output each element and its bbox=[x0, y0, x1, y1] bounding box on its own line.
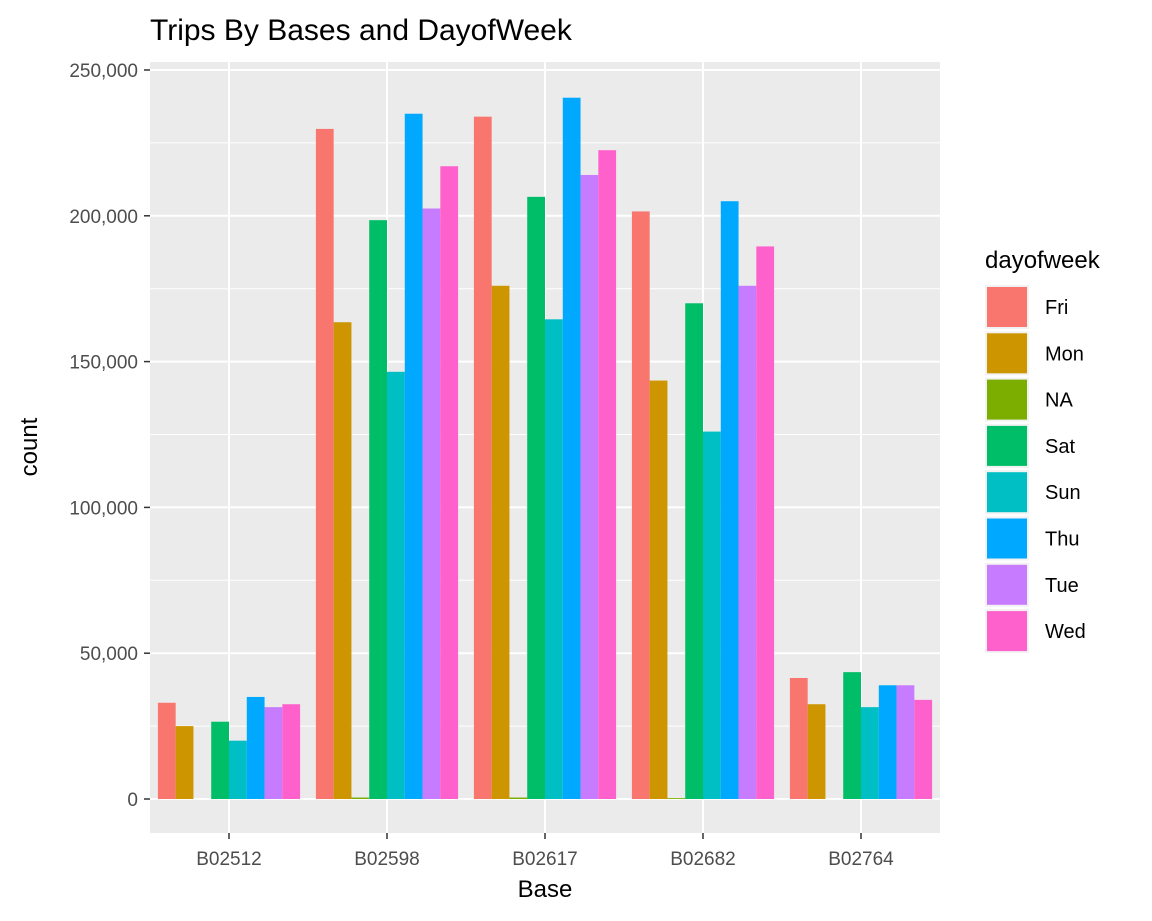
bar-thu-b02764 bbox=[878, 685, 897, 799]
x-tick-label: B02682 bbox=[670, 849, 736, 870]
bar-mon-b02764 bbox=[807, 704, 826, 799]
x-tick-label: B02512 bbox=[196, 849, 262, 870]
legend-label-thu: Thu bbox=[1045, 529, 1079, 551]
legend-key-fri bbox=[987, 287, 1027, 327]
x-tick-label: B02764 bbox=[828, 849, 894, 870]
bar-mon-b02512 bbox=[175, 726, 194, 799]
bar-thu-b02682 bbox=[720, 201, 739, 800]
bar-thu-b02598 bbox=[404, 113, 423, 800]
bar-fri-b02617 bbox=[473, 116, 492, 799]
y-tick-label: 50,000 bbox=[80, 644, 138, 665]
legend-key-thu bbox=[987, 518, 1027, 559]
bar-wed-b02512 bbox=[282, 704, 301, 799]
legend-key-sat bbox=[987, 425, 1027, 466]
legend-title: dayofweek bbox=[985, 247, 1101, 274]
bar-wed-b02598 bbox=[440, 166, 459, 799]
bar-sun-b02764 bbox=[861, 707, 879, 799]
bar-na-b02617 bbox=[509, 797, 528, 799]
bar-na-b02598 bbox=[351, 797, 370, 799]
bar-sat-b02598 bbox=[369, 220, 387, 799]
legend-label-na: NA bbox=[1045, 390, 1073, 412]
legend-key-na bbox=[987, 379, 1027, 420]
bar-na-b02682 bbox=[667, 798, 686, 799]
bar-tue-b02598 bbox=[422, 208, 441, 799]
bar-sun-b02682 bbox=[703, 431, 721, 799]
legend-label-wed: Wed bbox=[1045, 621, 1086, 643]
y-tick-label: 250,000 bbox=[69, 61, 138, 82]
y-tick-label: 200,000 bbox=[69, 207, 138, 228]
bar-mon-b02617 bbox=[491, 285, 510, 799]
bar-sat-b02617 bbox=[527, 196, 545, 799]
bar-fri-b02598 bbox=[315, 128, 334, 799]
legend-key-sun bbox=[987, 472, 1027, 513]
legend-label-sat: Sat bbox=[1045, 436, 1075, 458]
legend: dayofweek Fri Mon NA Sat Sun Thu Tue Wed bbox=[985, 247, 1101, 654]
legend-key-mon bbox=[987, 333, 1027, 374]
bar-wed-b02617 bbox=[598, 150, 617, 799]
legend-label-tue: Tue bbox=[1045, 575, 1079, 597]
x-axis-title: Base bbox=[518, 876, 573, 903]
y-tick-label: 100,000 bbox=[69, 498, 138, 519]
bar-fri-b02512 bbox=[157, 702, 176, 799]
bar-tue-b02764 bbox=[896, 685, 915, 799]
chart-title: Trips By Bases and DayofWeek bbox=[150, 14, 573, 47]
bar-sun-b02617 bbox=[545, 319, 563, 799]
x-tick-label: B02617 bbox=[512, 849, 578, 870]
bar-sat-b02512 bbox=[211, 721, 229, 799]
y-axis: 0 50,000 100,000 150,000 200,000 250,000 bbox=[69, 61, 150, 811]
bar-sat-b02682 bbox=[685, 303, 703, 799]
bar-sat-b02764 bbox=[843, 672, 861, 799]
bar-sun-b02598 bbox=[387, 371, 405, 799]
legend-label-mon: Mon bbox=[1045, 343, 1084, 365]
bar-mon-b02682 bbox=[649, 380, 668, 799]
bar-wed-b02682 bbox=[756, 246, 775, 800]
x-tick-label: B02598 bbox=[354, 849, 420, 870]
bar-tue-b02617 bbox=[580, 174, 599, 799]
y-tick-label: 0 bbox=[127, 790, 138, 811]
y-axis-title: count bbox=[16, 417, 43, 476]
bar-wed-b02764 bbox=[914, 699, 933, 799]
bar-tue-b02682 bbox=[738, 285, 757, 799]
bar-thu-b02512 bbox=[246, 696, 265, 799]
bar-tue-b02512 bbox=[264, 707, 283, 799]
bars bbox=[157, 97, 933, 800]
legend-label-fri: Fri bbox=[1045, 297, 1068, 319]
legend-label-sun: Sun bbox=[1045, 482, 1081, 504]
bar-thu-b02617 bbox=[562, 97, 581, 799]
bar-mon-b02598 bbox=[333, 322, 352, 799]
bar-sun-b02512 bbox=[229, 740, 247, 799]
bar-fri-b02682 bbox=[631, 211, 650, 799]
legend-key-wed bbox=[987, 611, 1027, 652]
y-tick-label: 150,000 bbox=[69, 353, 138, 374]
bar-fri-b02764 bbox=[789, 677, 808, 799]
legend-key-tue bbox=[987, 564, 1027, 605]
x-axis: B02512 B02598 B02617 B02682 B02764 bbox=[196, 833, 894, 870]
